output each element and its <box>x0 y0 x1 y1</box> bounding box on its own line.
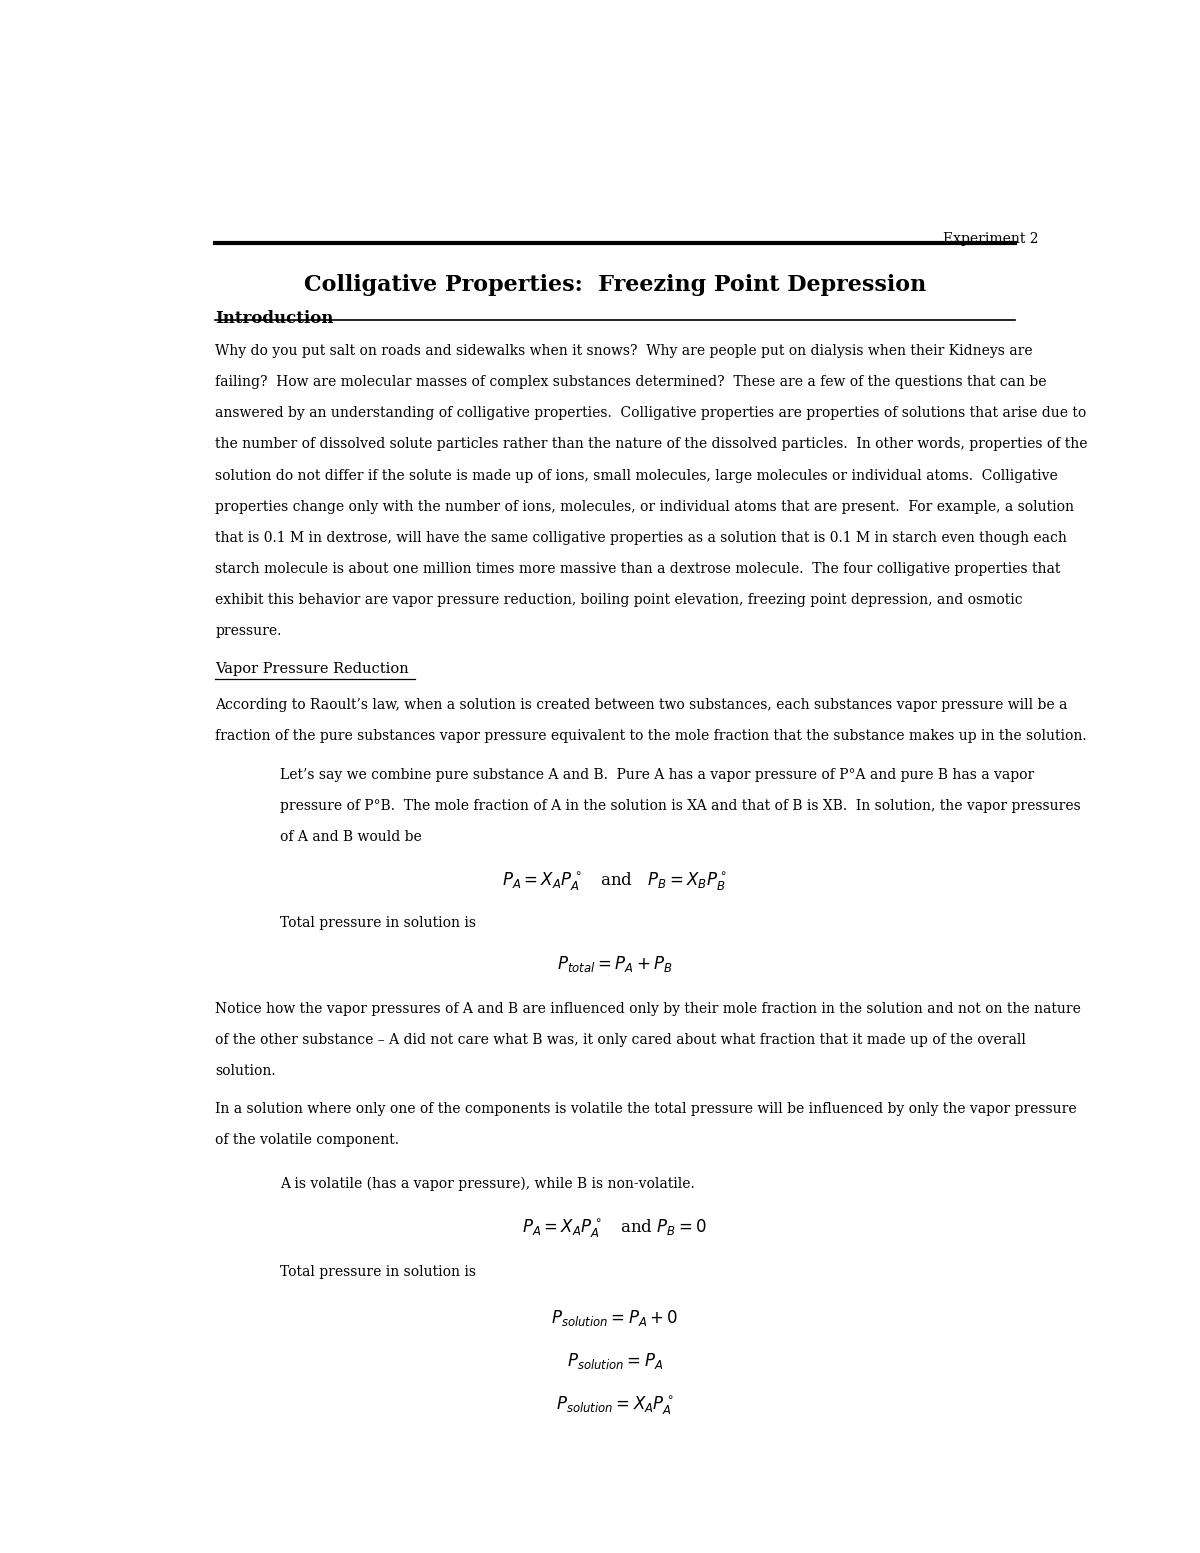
Text: $P_A = X_AP^\circ_A$   and $P_B = 0$: $P_A = X_AP^\circ_A$ and $P_B = 0$ <box>522 1218 708 1239</box>
Text: According to Raoult’s law, when a solution is created between two substances, ea: According to Raoult’s law, when a soluti… <box>215 699 1068 713</box>
Text: $P_{solution} = P_A$: $P_{solution} = P_A$ <box>566 1351 664 1371</box>
Text: pressure of P°B.  The mole fraction of A in the solution is XA and that of B is : pressure of P°B. The mole fraction of A … <box>281 798 1081 812</box>
Text: Experiment 2: Experiment 2 <box>943 231 1038 245</box>
Text: of A and B would be: of A and B would be <box>281 829 422 843</box>
Text: A is volatile (has a vapor pressure), while B is non-volatile.: A is volatile (has a vapor pressure), wh… <box>281 1177 695 1191</box>
Text: Total pressure in solution is: Total pressure in solution is <box>281 1266 476 1280</box>
Text: Colligative Properties:  Freezing Point Depression: Colligative Properties: Freezing Point D… <box>304 273 926 295</box>
Text: $P_{solution} = X_AP^\circ_A$: $P_{solution} = X_AP^\circ_A$ <box>556 1395 674 1416</box>
Text: that is 0.1 M in dextrose, will have the same colligative properties as a soluti: that is 0.1 M in dextrose, will have the… <box>215 531 1067 545</box>
Text: In a solution where only one of the components is volatile the total pressure wi: In a solution where only one of the comp… <box>215 1103 1076 1117</box>
Text: Introduction: Introduction <box>215 309 334 326</box>
Text: Why do you put salt on roads and sidewalks when it snows?  Why are people put on: Why do you put salt on roads and sidewal… <box>215 345 1033 359</box>
Text: Vapor Pressure Reduction: Vapor Pressure Reduction <box>215 662 409 676</box>
Text: the number of dissolved solute particles rather than the nature of the dissolved: the number of dissolved solute particles… <box>215 438 1087 452</box>
Text: Let’s say we combine pure substance A and B.  Pure A has a vapor pressure of P°A: Let’s say we combine pure substance A an… <box>281 767 1034 781</box>
Text: $P_{total} = P_A + P_B$: $P_{total} = P_A + P_B$ <box>557 954 673 974</box>
Text: answered by an understanding of colligative properties.  Colligative properties : answered by an understanding of colligat… <box>215 407 1086 421</box>
Text: of the other substance – A did not care what B was, it only cared about what fra: of the other substance – A did not care … <box>215 1033 1026 1047</box>
Text: properties change only with the number of ions, molecules, or individual atoms t: properties change only with the number o… <box>215 500 1074 514</box>
Text: starch molecule is about one million times more massive than a dextrose molecule: starch molecule is about one million tim… <box>215 562 1061 576</box>
Text: of the volatile component.: of the volatile component. <box>215 1134 400 1148</box>
Text: Total pressure in solution is: Total pressure in solution is <box>281 916 476 930</box>
Text: solution.: solution. <box>215 1064 276 1078</box>
Text: solution do not differ if the solute is made up of ions, small molecules, large : solution do not differ if the solute is … <box>215 469 1058 483</box>
Text: $P_A = X_AP^\circ_A$   and   $P_B = X_BP^\circ_B$: $P_A = X_AP^\circ_A$ and $P_B = X_BP^\ci… <box>503 870 727 893</box>
Text: fraction of the pure substances vapor pressure equivalent to the mole fraction t: fraction of the pure substances vapor pr… <box>215 730 1087 744</box>
Text: $P_{solution} = P_A + 0$: $P_{solution} = P_A + 0$ <box>551 1308 679 1328</box>
Text: exhibit this behavior are vapor pressure reduction, boiling point elevation, fre: exhibit this behavior are vapor pressure… <box>215 593 1022 607</box>
Text: failing?  How are molecular masses of complex substances determined?  These are : failing? How are molecular masses of com… <box>215 376 1046 390</box>
Text: pressure.: pressure. <box>215 624 282 638</box>
Text: Notice how the vapor pressures of A and B are influenced only by their mole frac: Notice how the vapor pressures of A and … <box>215 1002 1081 1016</box>
